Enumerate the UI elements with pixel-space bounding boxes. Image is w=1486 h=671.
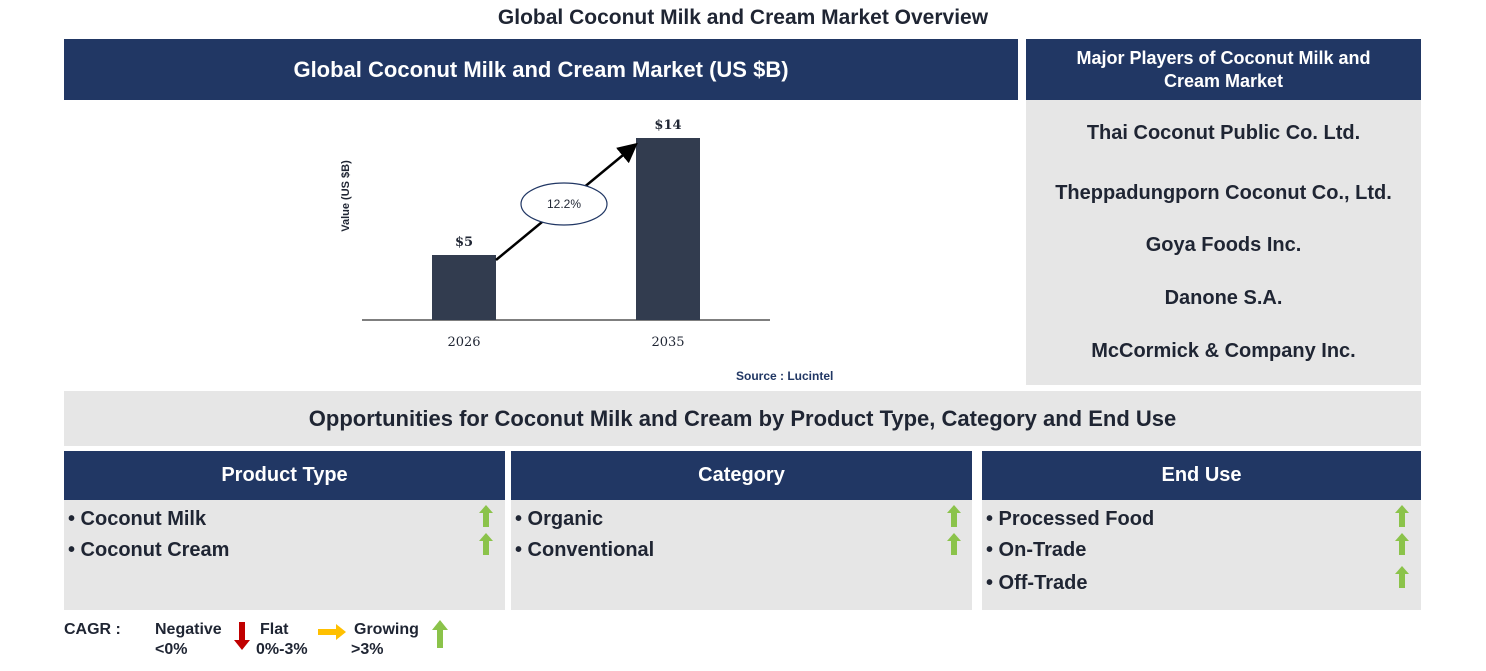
bar-2035 (636, 138, 700, 320)
players-header: Major Players of Coconut Milk and Cream … (1026, 39, 1421, 100)
x-tick-label: 2035 (651, 335, 684, 350)
legend-flat-range: 0%-3% (256, 641, 308, 658)
market-bar-chart: Value (US $B) $5 2026 $14 2035 12.2% (330, 110, 850, 390)
growth-up-arrow-icon (1395, 566, 1409, 588)
segment-item: • Organic (515, 508, 604, 530)
legend-growing-range: >3% (351, 641, 384, 658)
bar-2026 (432, 255, 496, 320)
cagr-legend-label: CAGR : (64, 621, 121, 638)
bar-value-label: $5 (455, 235, 473, 250)
legend-negative-range: <0% (155, 641, 188, 658)
player-item: Thai Coconut Public Co. Ltd. (1086, 122, 1361, 144)
segment-header-category: Category (511, 451, 972, 500)
growth-up-arrow-icon (947, 533, 961, 555)
x-tick-label: 2026 (447, 335, 480, 350)
segment-item: • Conventional (515, 539, 655, 561)
source-note: Source : Lucintel (736, 369, 834, 383)
legend-flat-label: Flat (260, 621, 289, 638)
segment-item: • Off-Trade (986, 572, 1088, 594)
growth-up-arrow-icon (947, 505, 961, 527)
chart-svg: Value (US $B) $5 2026 $14 2035 12.2% (340, 118, 770, 350)
negative-down-arrow-icon (234, 622, 250, 650)
segment-panel-product-type: • Coconut Milk • Coconut Cream (64, 500, 505, 610)
flat-right-arrow-icon (318, 624, 346, 640)
players-panel: Thai Coconut Public Co. Ltd. Theppadungp… (1026, 100, 1421, 385)
segment-item: • Coconut Cream (68, 539, 230, 561)
y-axis-label: Value (US $B) (340, 160, 352, 232)
cagr-label: 12.2% (547, 197, 581, 211)
growing-up-arrow-icon (432, 620, 448, 648)
bar-value-label: $14 (654, 118, 681, 133)
player-item: McCormick & Company Inc. (1091, 340, 1356, 362)
segment-panel-category: • Organic • Conventional (511, 500, 972, 610)
segment-item: • Processed Food (986, 508, 1155, 530)
legend-negative-label: Negative (155, 621, 222, 638)
opportunities-banner: Opportunities for Coconut Milk and Cream… (64, 391, 1421, 446)
segment-item: • On-Trade (986, 539, 1087, 561)
growth-up-arrow-icon (479, 533, 493, 555)
segment-item: • Coconut Milk (68, 508, 207, 530)
growth-up-arrow-icon (1395, 505, 1409, 527)
segment-header-product-type: Product Type (64, 451, 505, 500)
player-item: Goya Foods Inc. (1145, 234, 1302, 256)
cagr-ellipse (520, 182, 608, 226)
growth-up-arrow-icon (1395, 533, 1409, 555)
segment-header-end-use: End Use (982, 451, 1421, 500)
legend-growing-label: Growing (354, 621, 419, 638)
growth-up-arrow-icon (479, 505, 493, 527)
player-item: Theppadungporn Coconut Co., Ltd. (1055, 182, 1392, 204)
market-chart-header: Global Coconut Milk and Cream Market (US… (64, 39, 1018, 100)
page-title: Global Coconut Milk and Cream Market Ove… (497, 6, 989, 29)
segment-panel-end-use: • Processed Food • On-Trade • Off-Trade (982, 500, 1421, 610)
player-item: Danone S.A. (1164, 287, 1283, 309)
